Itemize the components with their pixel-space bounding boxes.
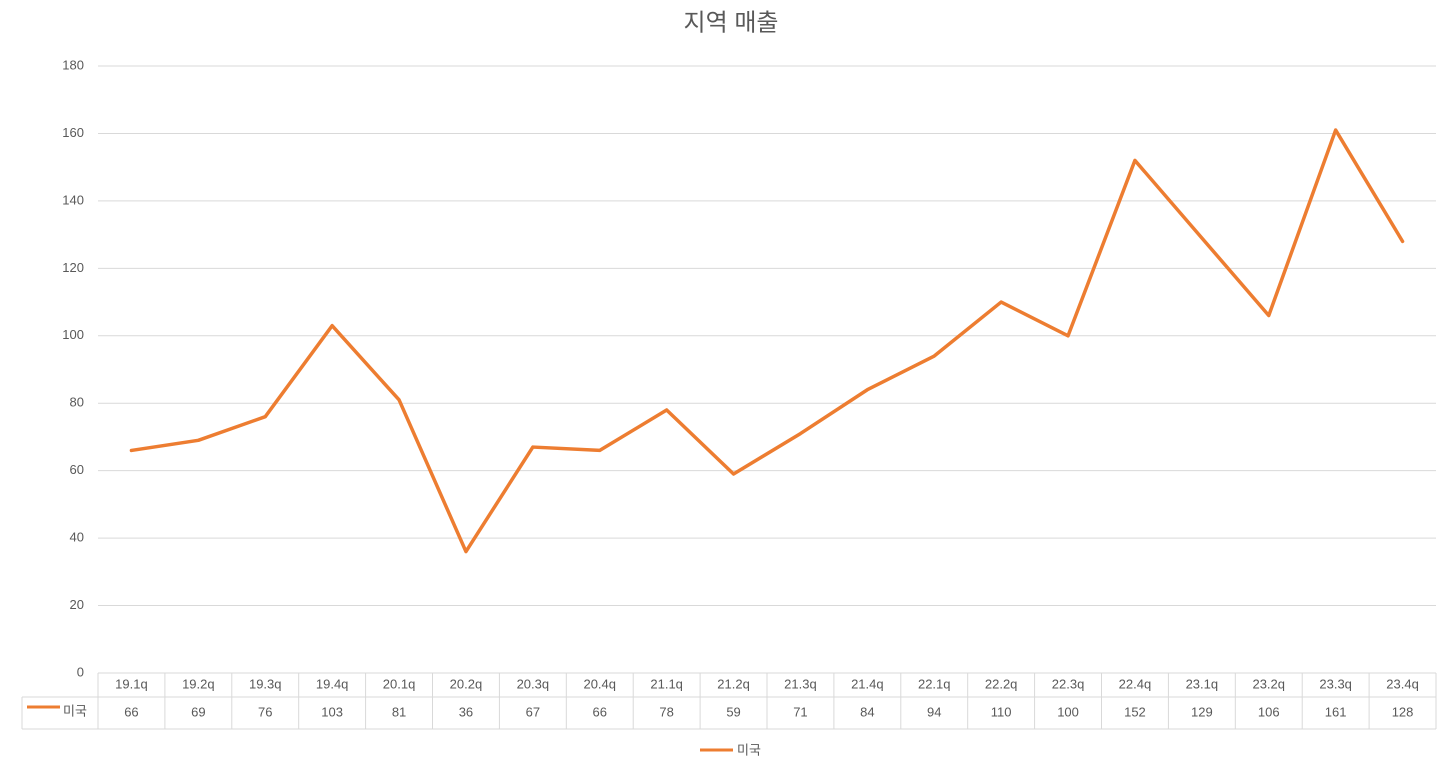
table-value: 94 [927,704,941,719]
x-tick-label: 22.3q [1052,676,1085,691]
table-value: 100 [1057,704,1079,719]
x-tick-label: 22.4q [1119,676,1152,691]
table-value: 129 [1191,704,1213,719]
legend-label: 미국 [737,742,761,757]
x-tick-label: 21.2q [717,676,750,691]
x-tick-label: 23.3q [1319,676,1352,691]
y-tick-label: 80 [70,395,84,410]
table-value: 67 [526,704,540,719]
x-tick-label: 20.3q [517,676,550,691]
x-tick-label: 21.4q [851,676,884,691]
table-value: 78 [659,704,673,719]
table-value: 59 [726,704,740,719]
x-tick-label: 19.1q [115,676,148,691]
y-tick-label: 60 [70,462,84,477]
table-value: 69 [191,704,205,719]
x-tick-label: 20.2q [450,676,483,691]
table-value: 84 [860,704,874,719]
x-tick-label: 19.4q [316,676,349,691]
series-line [129,128,1405,554]
table-value: 36 [459,704,473,719]
y-tick-label: 120 [62,260,84,275]
y-tick-label: 180 [62,57,84,72]
table-value: 128 [1392,704,1414,719]
chart-title: 지역 매출 [684,9,779,36]
table-value: 106 [1258,704,1280,719]
x-tick-label: 23.2q [1252,676,1285,691]
table-value: 66 [124,704,138,719]
table-series-name: 미국 [63,703,87,718]
x-tick-label: 19.3q [249,676,282,691]
table-value: 76 [258,704,272,719]
y-tick-label: 40 [70,530,84,545]
table-value: 161 [1325,704,1347,719]
x-tick-label: 22.1q [918,676,951,691]
x-tick-label: 23.1q [1186,676,1219,691]
x-tick-label: 23.4q [1386,676,1419,691]
x-tick-label: 20.1q [383,676,416,691]
y-tick-label: 140 [62,192,84,207]
table-value: 71 [793,704,807,719]
table-value: 81 [392,704,406,719]
table-value: 66 [593,704,607,719]
x-tick-label: 21.3q [784,676,817,691]
table-value: 152 [1124,704,1146,719]
x-tick-label: 21.1q [650,676,683,691]
table-value: 110 [991,704,1012,719]
y-tick-label: 0 [77,664,84,679]
x-tick-label: 22.2q [985,676,1018,691]
y-tick-label: 20 [70,597,84,612]
x-tick-label: 19.2q [182,676,215,691]
x-tick-label: 20.4q [583,676,616,691]
y-tick-label: 100 [62,327,84,342]
y-tick-label: 160 [62,125,84,140]
table-value: 103 [321,704,343,719]
